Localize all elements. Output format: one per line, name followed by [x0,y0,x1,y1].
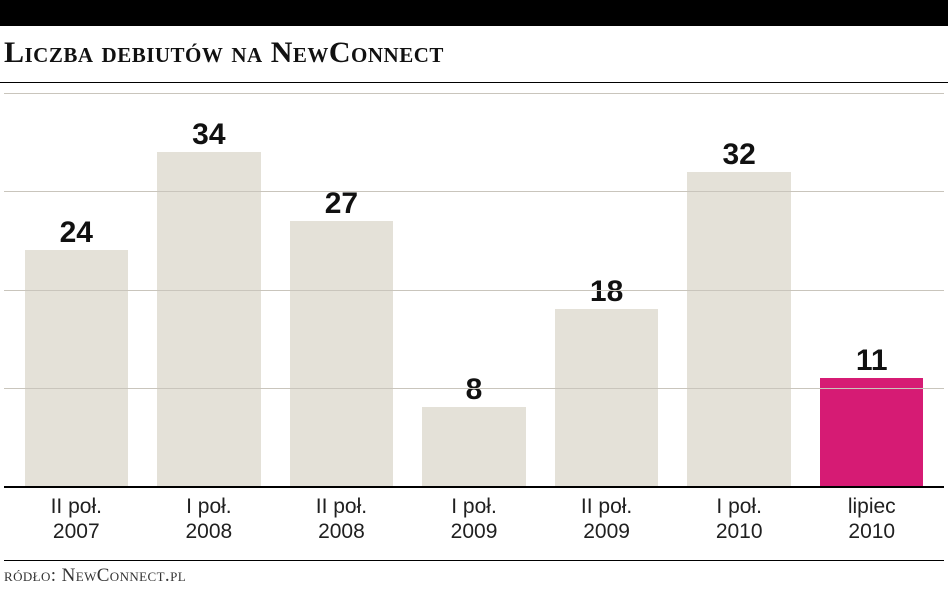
grid-line [4,93,944,94]
bar-rect [157,152,260,486]
grid-line [4,191,944,192]
x-axis-label: II poł.2008 [275,494,408,544]
x-axis-labels: II poł.2007I poł.2008II poł.2008I poł.20… [4,488,944,544]
bar-value-label: 8 [466,375,483,405]
source-divider [4,560,944,561]
x-axis-label: lipiec2010 [805,494,938,544]
bar-value-label: 34 [192,120,225,150]
bar-value-label: 32 [722,140,755,170]
bar-rect [687,172,790,486]
top-bar [0,0,948,26]
grid-line [4,388,944,389]
title-area: Liczba debiutów na NewConnect [0,26,948,82]
plot-area: 24 34 27 8 18 32 11 [4,93,944,488]
source-label: ródło: NewConnect.pl [4,565,944,587]
source-area: ródło: NewConnect.pl [0,544,948,587]
chart-title: Liczba debiutów na NewConnect [4,36,944,70]
bar-rect [555,309,658,486]
title-divider [0,82,948,83]
bar-value-label: 18 [590,277,623,307]
x-axis-label: II poł.2009 [540,494,673,544]
grid-line [4,290,944,291]
bar-rect [820,378,923,486]
bar-value-label: 11 [856,346,888,376]
bar-rect [290,221,393,486]
x-axis-label: I poł.2008 [143,494,276,544]
bar-rect [422,407,525,486]
bar-value-label: 27 [325,189,358,219]
bar-rect [25,250,128,486]
bar-value-label: 24 [60,218,93,248]
x-axis-label: I poł.2009 [408,494,541,544]
chart-area: 2434278183211 II poł.2007I poł.2008II po… [0,87,948,544]
x-axis-label: II poł.2007 [10,494,143,544]
x-axis-label: I poł.2010 [673,494,806,544]
